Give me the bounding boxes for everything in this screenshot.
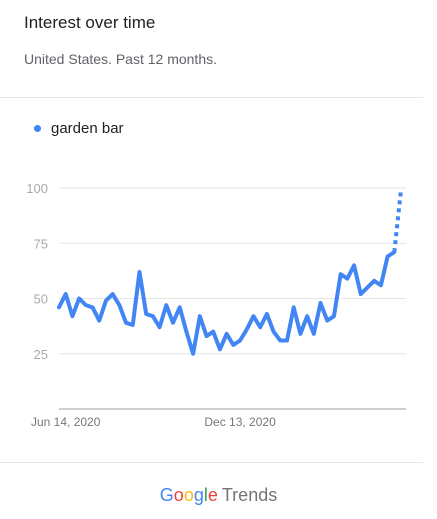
- google-wordmark: Google: [160, 485, 218, 505]
- google-letter: o: [183, 485, 194, 505]
- series-line[interactable]: [57, 250, 397, 356]
- google-letter: l: [203, 485, 208, 505]
- series-partial-segment[interactable]: [392, 189, 403, 253]
- trends-wordmark: Trends: [221, 485, 278, 505]
- google-letter: G: [159, 485, 174, 505]
- chart-subtitle: United States. Past 12 months.: [24, 51, 217, 67]
- google-letter: o: [173, 485, 184, 505]
- google-letter: e: [207, 485, 218, 505]
- google-letter: g: [193, 485, 204, 505]
- footer-divider: [0, 462, 423, 463]
- y-tick-label: 25: [34, 347, 48, 362]
- legend-series-label: garden bar: [51, 120, 124, 137]
- y-tick-label: 50: [34, 292, 48, 307]
- series-line-group: [57, 189, 403, 356]
- header-divider: [0, 97, 423, 98]
- y-tick-labels: 25 50 75 100: [26, 181, 48, 362]
- x-tick-label: Dec 13, 2020: [204, 415, 276, 429]
- chart-header: Interest over time United States. Past 1…: [24, 12, 427, 68]
- legend-series-marker: [34, 125, 41, 132]
- x-tick-label: Jun 14, 2020: [31, 415, 101, 429]
- y-tick-label: 100: [26, 181, 48, 196]
- x-tick-labels: Jun 14, 2020 Dec 13, 2020: [31, 415, 276, 429]
- y-tick-label: 75: [34, 236, 48, 251]
- chart-title: Interest over time: [24, 13, 156, 32]
- legend[interactable]: garden bar: [34, 120, 124, 137]
- interest-over-time-chart[interactable]: 25 50 75 100 Jun 14, 2020 Dec 13, 2020: [0, 160, 437, 440]
- google-trends-logo[interactable]: Google Trends: [0, 485, 437, 506]
